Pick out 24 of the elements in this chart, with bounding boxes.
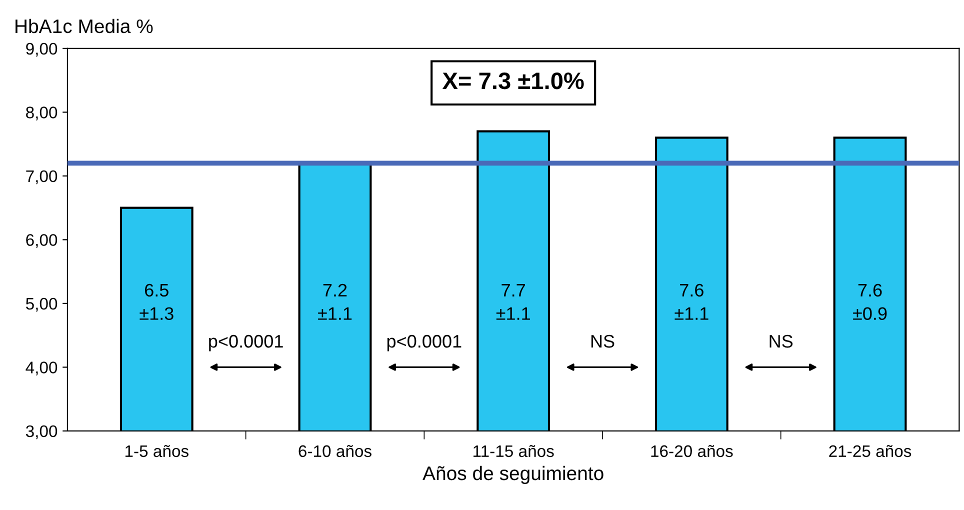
y-tick-label: 5,00 [26,298,58,312]
x-tick-label: 11-15 años [474,444,554,458]
annotation: p<0.0001 [387,334,462,352]
y-tick-label: 7,00 [26,170,58,184]
data-label: 7.2 ±1.1 [318,284,352,320]
annotation: NS [591,334,614,348]
x-tick-label: 16-20 años [651,444,733,458]
annotation: X= 7.3 ±1.0% [442,72,584,90]
y-tick-label: 3,00 [26,425,58,440]
x-tick-label: 21-25 años [829,444,912,458]
x-tick-label: 6-10 años [298,444,372,458]
y-tick-label: 8,00 [26,106,58,120]
annotation: NS [770,334,793,348]
data-label: 7.7 ±1.1 [496,284,530,320]
y-tick-label: 6,00 [26,234,58,248]
x-tick-label: 1-5 años [125,444,188,458]
y-tick-label: 9,00 [26,42,58,57]
data-label: 6.5 ±1.3 [140,284,174,320]
y-axis-title: HbA1c Media % [16,18,153,34]
y-tick-label: 4,00 [26,362,58,376]
x-axis-title: Años de seguimiento [422,466,604,484]
annotation: p<0.0001 [209,334,283,352]
data-label: 7.6 ±0.9 [853,284,887,320]
data-label: 7.6 ±1.1 [674,284,708,320]
